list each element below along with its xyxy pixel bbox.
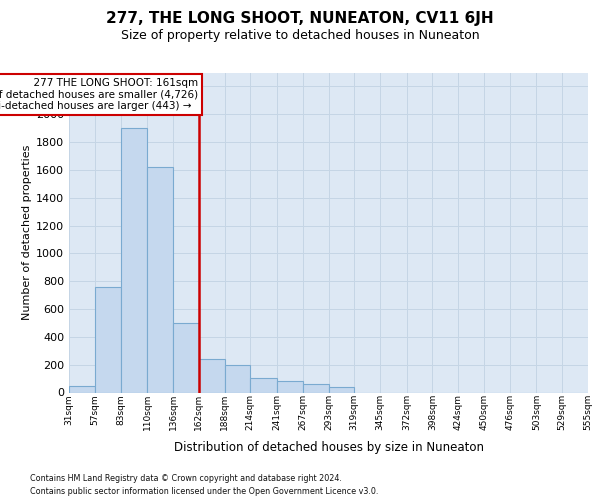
Bar — [329, 387, 354, 392]
Bar — [277, 382, 303, 392]
Text: Distribution of detached houses by size in Nuneaton: Distribution of detached houses by size … — [174, 441, 484, 454]
Text: Contains public sector information licensed under the Open Government Licence v3: Contains public sector information licen… — [30, 487, 379, 496]
Bar — [250, 378, 277, 392]
Bar — [121, 128, 147, 392]
Text: Size of property relative to detached houses in Nuneaton: Size of property relative to detached ho… — [121, 28, 479, 42]
Bar — [173, 323, 199, 392]
Bar — [95, 287, 121, 393]
Bar — [303, 384, 329, 392]
Bar — [224, 364, 250, 392]
Bar — [69, 386, 95, 392]
Text: 277 THE LONG SHOOT: 161sqm
← 91% of detached houses are smaller (4,726)
9% of se: 277 THE LONG SHOOT: 161sqm ← 91% of deta… — [0, 78, 198, 112]
Y-axis label: Number of detached properties: Number of detached properties — [22, 145, 32, 320]
Text: Contains HM Land Registry data © Crown copyright and database right 2024.: Contains HM Land Registry data © Crown c… — [30, 474, 342, 483]
Text: 277, THE LONG SHOOT, NUNEATON, CV11 6JH: 277, THE LONG SHOOT, NUNEATON, CV11 6JH — [106, 11, 494, 26]
Bar — [199, 359, 224, 392]
Bar — [147, 167, 173, 392]
